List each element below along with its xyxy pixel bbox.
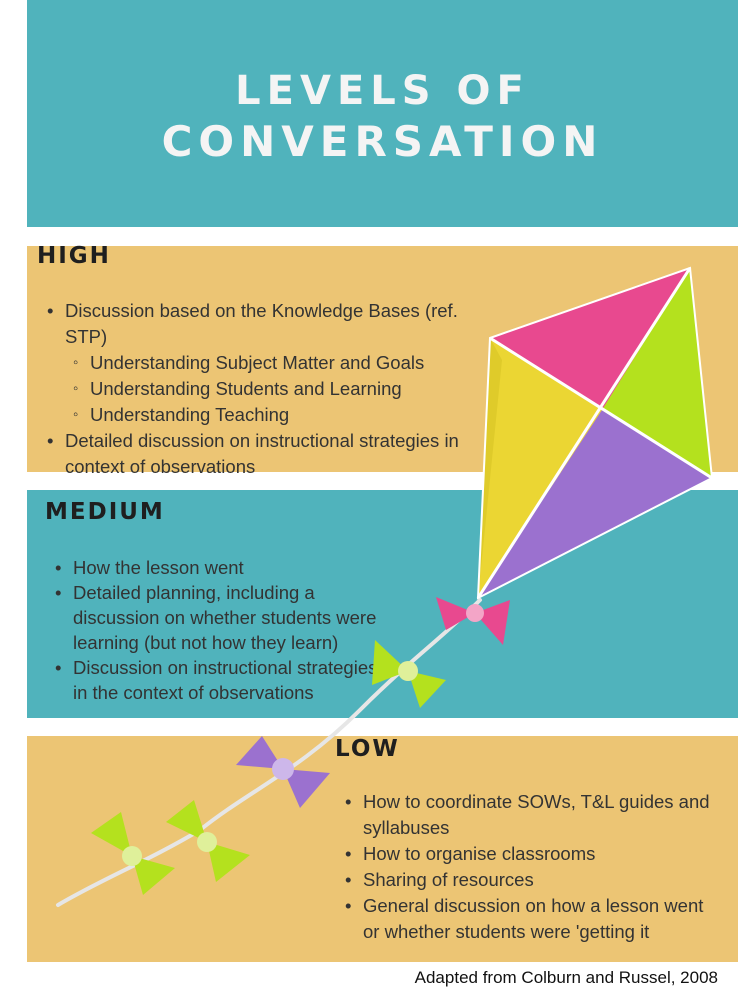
low-item-2: How to organise classrooms bbox=[363, 843, 596, 864]
list-item: Understanding Teaching bbox=[65, 402, 503, 428]
list-item: Detailed planning, including a discussio… bbox=[51, 580, 381, 655]
kite-shade bbox=[478, 338, 502, 598]
list-item: Sharing of resources bbox=[341, 867, 721, 893]
list-item: Understanding Subject Matter and Goals bbox=[65, 350, 503, 376]
high-sublist: Understanding Subject Matter and Goals U… bbox=[65, 350, 503, 428]
list-item: Detailed discussion on instructional str… bbox=[43, 428, 503, 480]
bow-pink bbox=[436, 597, 510, 645]
high-sub-1: Understanding Subject Matter and Goals bbox=[90, 352, 425, 373]
source-credit: Adapted from Colburn and Russel, 2008 bbox=[414, 968, 718, 987]
bow-green-3 bbox=[91, 812, 175, 895]
list-item: Understanding Students and Learning bbox=[65, 376, 503, 402]
bow-green-2 bbox=[166, 800, 250, 882]
list-item: How to coordinate SOWs, T&L guides and s… bbox=[341, 789, 721, 841]
low-item-4: General discussion on how a lesson went … bbox=[363, 895, 704, 942]
kite-spar-2 bbox=[476, 267, 692, 599]
title-line-2: CONVERSATION bbox=[161, 117, 604, 166]
kite-purple-panel bbox=[478, 410, 712, 598]
medium-item-1: How the lesson went bbox=[73, 557, 244, 578]
low-list: How to coordinate SOWs, T&L guides and s… bbox=[341, 789, 721, 945]
low-item-1: How to coordinate SOWs, T&L guides and s… bbox=[363, 791, 710, 838]
title-band: LEVELS OF CONVERSATION bbox=[27, 0, 738, 227]
high-sub-2: Understanding Students and Learning bbox=[90, 378, 402, 399]
medium-heading: MEDIUM bbox=[45, 499, 165, 525]
high-item-2: Detailed discussion on instructional str… bbox=[65, 430, 459, 477]
list-item: General discussion on how a lesson went … bbox=[341, 893, 721, 945]
high-heading: HIGH bbox=[37, 243, 111, 269]
kite-yellow-panel bbox=[478, 338, 602, 598]
list-item: Discussion on instructional strategies i… bbox=[51, 655, 381, 705]
kite-edge bbox=[476, 266, 714, 600]
bow-green-1 bbox=[372, 640, 446, 708]
list-item: How the lesson went bbox=[51, 555, 381, 580]
low-heading: LOW bbox=[335, 736, 400, 762]
list-item: How to organise classrooms bbox=[341, 841, 721, 867]
high-sub-3: Understanding Teaching bbox=[90, 404, 290, 425]
medium-item-3: Discussion on instructional strategies i… bbox=[73, 657, 378, 703]
medium-item-2: Detailed planning, including a discussio… bbox=[73, 582, 377, 653]
high-list: Discussion based on the Knowledge Bases … bbox=[43, 298, 503, 480]
high-item-1: Discussion based on the Knowledge Bases … bbox=[65, 300, 458, 347]
low-item-3: Sharing of resources bbox=[363, 869, 534, 890]
list-item: Discussion based on the Knowledge Bases … bbox=[43, 298, 503, 428]
bow-purple bbox=[236, 736, 330, 808]
medium-list: How the lesson went Detailed planning, i… bbox=[51, 555, 381, 705]
section-low: LOW How to coordinate SOWs, T&L guides a… bbox=[27, 736, 738, 962]
title-line-1: LEVELS OF bbox=[235, 68, 530, 114]
kite-pink-panel bbox=[490, 268, 690, 410]
kite-body bbox=[476, 266, 714, 600]
